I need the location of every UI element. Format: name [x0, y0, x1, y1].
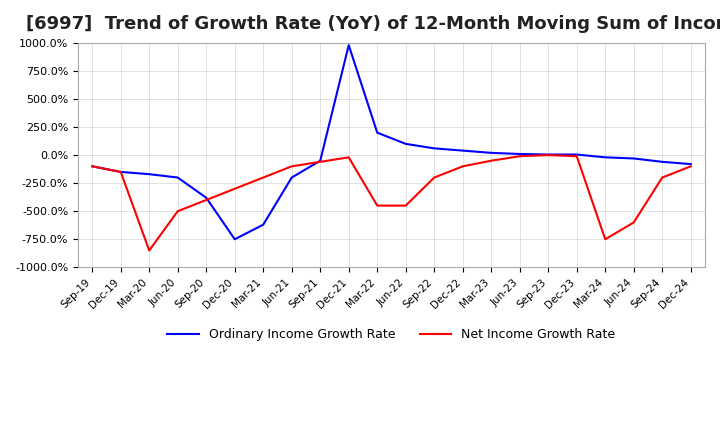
Ordinary Income Growth Rate — [88, 164, 96, 169]
Net Income Growth Rate — [174, 209, 182, 214]
Ordinary Income Growth Rate — [572, 152, 581, 157]
Ordinary Income Growth Rate — [601, 155, 610, 160]
Ordinary Income Growth Rate — [202, 195, 210, 200]
Net Income Growth Rate — [259, 175, 268, 180]
Net Income Growth Rate — [202, 198, 210, 203]
Ordinary Income Growth Rate — [516, 151, 524, 157]
Ordinary Income Growth Rate — [430, 146, 438, 151]
Net Income Growth Rate — [686, 164, 695, 169]
Ordinary Income Growth Rate — [658, 159, 667, 165]
Net Income Growth Rate — [402, 203, 410, 208]
Net Income Growth Rate — [430, 175, 438, 180]
Ordinary Income Growth Rate — [259, 222, 268, 227]
Ordinary Income Growth Rate — [145, 172, 153, 177]
Net Income Growth Rate — [117, 169, 125, 175]
Ordinary Income Growth Rate — [117, 169, 125, 175]
Ordinary Income Growth Rate — [544, 152, 552, 157]
Net Income Growth Rate — [373, 203, 382, 208]
Ordinary Income Growth Rate — [230, 237, 239, 242]
Net Income Growth Rate — [88, 164, 96, 169]
Net Income Growth Rate — [516, 154, 524, 159]
Net Income Growth Rate — [316, 159, 325, 165]
Net Income Growth Rate — [459, 164, 467, 169]
Ordinary Income Growth Rate — [316, 158, 325, 163]
Ordinary Income Growth Rate — [629, 156, 638, 161]
Net Income Growth Rate — [544, 152, 552, 158]
Ordinary Income Growth Rate — [174, 175, 182, 180]
Line: Ordinary Income Growth Rate: Ordinary Income Growth Rate — [92, 45, 690, 239]
Legend: Ordinary Income Growth Rate, Net Income Growth Rate: Ordinary Income Growth Rate, Net Income … — [163, 323, 621, 346]
Net Income Growth Rate — [230, 186, 239, 191]
Ordinary Income Growth Rate — [344, 43, 353, 48]
Net Income Growth Rate — [601, 237, 610, 242]
Ordinary Income Growth Rate — [487, 150, 495, 155]
Net Income Growth Rate — [145, 248, 153, 253]
Net Income Growth Rate — [344, 155, 353, 160]
Ordinary Income Growth Rate — [459, 148, 467, 153]
Ordinary Income Growth Rate — [402, 141, 410, 147]
Net Income Growth Rate — [658, 175, 667, 180]
Net Income Growth Rate — [487, 158, 495, 163]
Ordinary Income Growth Rate — [287, 175, 296, 180]
Net Income Growth Rate — [287, 164, 296, 169]
Line: Net Income Growth Rate: Net Income Growth Rate — [92, 155, 690, 250]
Ordinary Income Growth Rate — [686, 161, 695, 167]
Net Income Growth Rate — [572, 154, 581, 159]
Title: [6997]  Trend of Growth Rate (YoY) of 12-Month Moving Sum of Incomes: [6997] Trend of Growth Rate (YoY) of 12-… — [26, 15, 720, 33]
Net Income Growth Rate — [629, 220, 638, 225]
Ordinary Income Growth Rate — [373, 130, 382, 135]
